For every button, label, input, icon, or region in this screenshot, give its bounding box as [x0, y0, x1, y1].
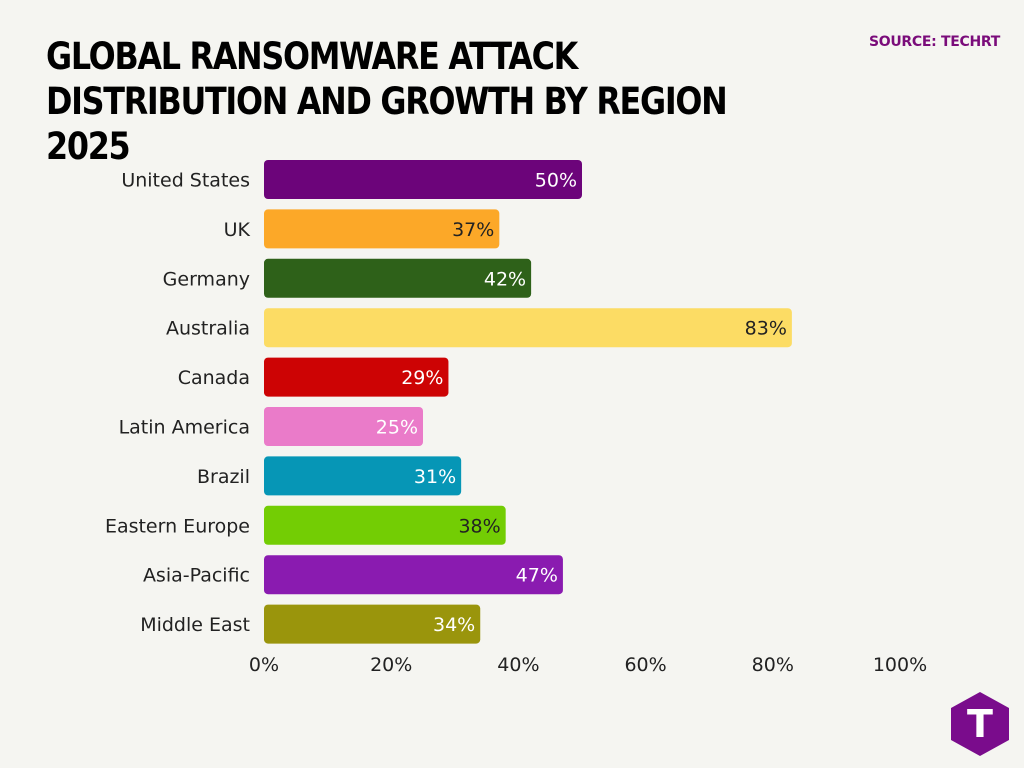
bar	[264, 407, 423, 446]
x-tick-label: 0%	[249, 654, 279, 676]
category-label: Canada	[178, 367, 250, 389]
x-tick-label: 20%	[370, 654, 412, 676]
bar	[264, 209, 500, 249]
techrt-logo-icon: T	[951, 692, 1009, 756]
bar-value-label: 25%	[376, 417, 418, 439]
logo-letter: T	[967, 702, 993, 746]
bar	[264, 555, 563, 595]
bar	[264, 308, 792, 348]
category-label: Latin America	[119, 417, 250, 439]
bar-value-label: 34%	[433, 614, 475, 636]
bar	[264, 505, 506, 545]
category-label: Asia-Pacific	[143, 565, 250, 587]
category-label: Germany	[163, 268, 250, 290]
category-label: Middle East	[140, 614, 250, 636]
category-label: Australia	[166, 318, 250, 340]
bar-value-label: 42%	[484, 268, 526, 290]
x-tick-label: 80%	[752, 654, 794, 676]
category-label: Eastern Europe	[105, 515, 250, 537]
category-label: Brazil	[197, 466, 250, 488]
bar	[264, 258, 532, 298]
bar	[264, 456, 462, 496]
chart-title: GLOBAL RANSOMWARE ATTACK DISTRIBUTION AN…	[46, 35, 728, 168]
x-axis: 0% 20% 40% 60% 80% 100%	[249, 654, 927, 676]
bar-value-label: 37%	[452, 219, 494, 241]
x-tick-label: 40%	[497, 654, 539, 676]
bar	[264, 604, 481, 644]
x-tick-label: 100%	[873, 654, 927, 676]
bars-group: United States 50% UK 37% Germany 42% Australia…	[105, 160, 792, 644]
bar-value-label: 50%	[535, 170, 577, 192]
bar-value-label: 83%	[745, 318, 787, 340]
bar-value-label: 31%	[414, 466, 456, 488]
bar	[264, 357, 449, 397]
bar-value-label: 38%	[458, 515, 500, 537]
category-label: UK	[224, 219, 251, 241]
category-label: United States	[121, 170, 250, 192]
x-tick-label: 60%	[624, 654, 666, 676]
bar	[264, 160, 582, 199]
bar-value-label: 47%	[516, 565, 558, 587]
bar-value-label: 29%	[401, 367, 443, 389]
source-credit: SOURCE: TECHRT	[868, 34, 1000, 50]
